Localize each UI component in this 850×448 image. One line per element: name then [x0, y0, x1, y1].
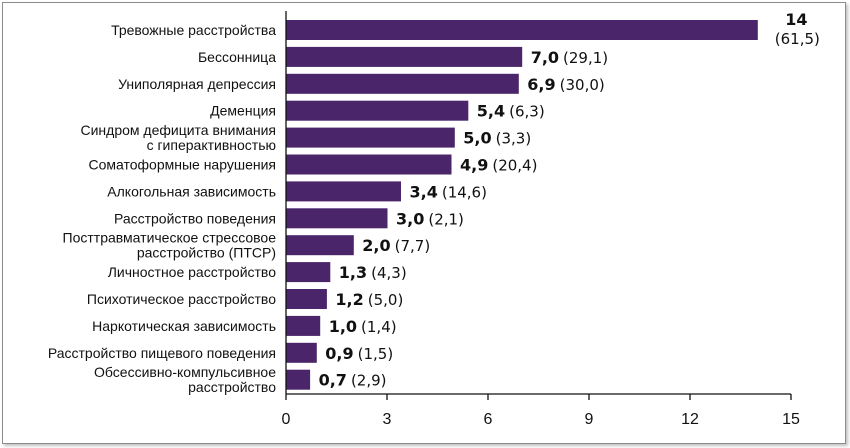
value-number: 5,4 — [477, 102, 505, 121]
category-label: Деменция — [210, 103, 276, 119]
value-label: 1,0 (1,4) — [329, 317, 397, 336]
category-label: Тревожные расстройства — [111, 22, 276, 38]
x-tick-label: 3 — [383, 411, 392, 428]
value-paren: (7,7) — [395, 237, 431, 255]
category-labels-group: Тревожные расстройства Бессонница Униполяр… — [48, 22, 276, 395]
value-number: 5,0 — [463, 129, 491, 148]
bar — [286, 127, 455, 148]
x-tick-label: 6 — [484, 411, 493, 428]
category-label: расстройство (ПТСР) — [137, 245, 276, 261]
bar — [286, 235, 354, 256]
category-label: Алкогольная зависимость — [107, 183, 276, 199]
value-number: 7,0 — [531, 48, 559, 67]
x-tick-label: 12 — [681, 411, 699, 428]
x-tick-label: 0 — [282, 411, 291, 428]
value-label: 6,9 (30,0) — [527, 75, 604, 94]
bar — [286, 20, 758, 40]
value-paren: (5,0) — [368, 291, 404, 309]
value-paren: (2,9) — [351, 372, 387, 390]
value-paren: (14,6) — [442, 183, 487, 201]
category-label: Бессонница — [198, 49, 276, 65]
value-number: 0,7 — [319, 371, 347, 390]
value-paren: (2,1) — [428, 210, 464, 228]
value-number: 1,0 — [329, 317, 357, 336]
value-number: 2,0 — [362, 236, 390, 255]
value-label: 3,0 (2,1) — [396, 209, 464, 228]
category-label: Обсессивно-компульсивное — [94, 364, 276, 380]
category-label: Наркотическая зависимость — [92, 318, 276, 334]
value-paren: (1,5) — [358, 345, 394, 363]
value-label: 7,0 (29,1) — [531, 48, 608, 67]
value-number: 1,2 — [335, 290, 363, 309]
value-number: 4,9 — [460, 156, 488, 175]
x-tick-label: 9 — [585, 411, 594, 428]
category-label: Расстройство поведения — [114, 210, 276, 226]
bars-group — [286, 20, 758, 390]
value-label: 3,4 (14,6) — [410, 182, 487, 201]
value-number: 0,9 — [325, 344, 353, 363]
category-label: Психотическое расстройство — [87, 291, 276, 307]
value-paren: (6,3) — [509, 103, 545, 121]
bar — [286, 46, 523, 67]
bar — [286, 369, 311, 390]
bar — [286, 154, 452, 175]
bar — [286, 73, 519, 94]
value-label: 2,0 (7,7) — [362, 236, 430, 255]
value-label: 4,9 (20,4) — [460, 156, 537, 175]
value-label: 0,7 (2,9) — [319, 371, 387, 390]
value-paren: (4,3) — [371, 264, 407, 282]
value-label: 0,9 (1,5) — [325, 344, 393, 363]
value-label: 1,3 (4,3) — [339, 263, 407, 282]
bar — [286, 208, 388, 229]
value-labels-group: 14(61,5) 7,0 (29,1) 6,9 (30,0) 5,4 (6,3) 5,0 (3,… — [319, 10, 820, 390]
value-paren: (3,3) — [496, 130, 532, 148]
category-label: расстройство — [188, 379, 276, 395]
value-number: 1,3 — [339, 263, 367, 282]
category-label: Посттравматическое стрессовое — [63, 230, 277, 246]
value-label: 14 — [785, 10, 807, 29]
bar — [286, 262, 331, 283]
bar — [286, 342, 317, 363]
value-number: 6,9 — [527, 75, 555, 94]
bar — [286, 315, 321, 336]
category-label: с гиперактивностью — [147, 137, 276, 153]
category-label: Личностное расстройство — [108, 264, 276, 280]
bar — [286, 181, 401, 202]
axes-group: 0 3 6 9 12 15 — [282, 11, 800, 428]
category-label: Расстройство пищевого поведения — [48, 345, 276, 361]
category-label: Синдром дефицита внимания — [80, 122, 276, 138]
value-label: 1,2 (5,0) — [335, 290, 403, 309]
category-label: Униполярная депрессия — [118, 76, 276, 92]
value-paren: (20,4) — [492, 157, 537, 175]
x-tick-label: 15 — [782, 411, 800, 428]
value-paren: (1,4) — [361, 318, 397, 336]
value-number: 3,4 — [410, 182, 438, 201]
category-label: Соматоформные нарушения — [88, 157, 276, 173]
value-label: 5,0 (3,3) — [463, 129, 531, 148]
bar — [286, 289, 327, 309]
value-label: 5,4 (6,3) — [477, 102, 545, 121]
value-paren-label: (61,5) — [775, 30, 820, 48]
value-number: 3,0 — [396, 209, 424, 228]
value-paren: (30,0) — [560, 76, 605, 94]
bar — [286, 100, 469, 121]
value-paren: (29,1) — [563, 49, 608, 67]
